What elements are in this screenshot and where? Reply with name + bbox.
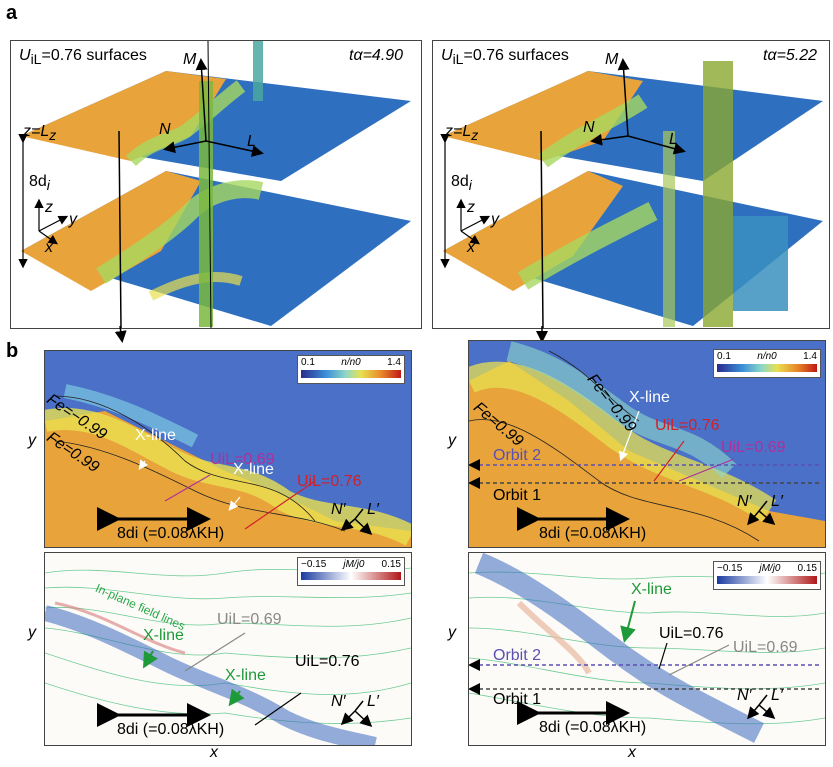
uil-076-label: UiL=0.76 bbox=[655, 417, 720, 434]
axis-y-label: y bbox=[448, 432, 456, 449]
surfaces-render-right bbox=[440, 58, 823, 328]
surfaces-title: UiL=0.76 surfaces bbox=[441, 47, 569, 68]
z-level-label: z=Lz bbox=[445, 123, 479, 144]
scale-label: 8di (=0.08λKH) bbox=[539, 525, 647, 542]
colorbar-density: 0.1 n/n0 1.4 bbox=[713, 349, 821, 378]
orbit-1-label: Orbit 1 bbox=[493, 487, 542, 504]
uil-076-label: UiL=0.76 bbox=[659, 625, 724, 642]
axis-z-label: z bbox=[467, 199, 475, 216]
uil-069-label: UiL=0.69 bbox=[733, 639, 798, 656]
axis-n-label: N bbox=[583, 119, 595, 136]
axis-x-label: x bbox=[467, 239, 475, 256]
axis-y-label: y bbox=[491, 211, 499, 228]
axis-x-label: x bbox=[210, 744, 218, 761]
axis-l-label: L bbox=[247, 133, 256, 150]
axis-x-label: x bbox=[628, 744, 636, 761]
lprime-label: L′ bbox=[367, 501, 379, 518]
lprime-label: L′ bbox=[367, 693, 379, 710]
colorbar-current: −0.15 jM/j0 0.15 bbox=[297, 557, 405, 586]
axis-y-label: y bbox=[28, 624, 36, 641]
axis-m-label: M bbox=[183, 51, 197, 68]
orbit-2-label: Orbit 2 bbox=[493, 447, 542, 464]
lprime-label: L′ bbox=[771, 493, 783, 510]
nprime-label: N′ bbox=[737, 493, 752, 510]
current-map-left: −0.15 jM/j0 0.15 In-plane field lines X-li… bbox=[44, 552, 412, 746]
nprime-label: N′ bbox=[331, 693, 346, 710]
uil-069-label: UiL=0.69 bbox=[210, 451, 275, 468]
eight-di-label: 8di bbox=[451, 173, 472, 194]
panel-a-right: UiL=0.76 surfaces tα=5.22 z=Lz 8di z y x… bbox=[432, 40, 830, 329]
uil-076-label: UiL=0.76 bbox=[295, 653, 360, 670]
uil-076-label: UiL=0.76 bbox=[297, 473, 362, 490]
density-map-left: 0.1 n/n0 1.4 Fe=−0.99 Fe=0.99 X-line X-lin… bbox=[44, 350, 412, 548]
colorbar-current: −0.15 jM/j0 0.15 bbox=[713, 561, 821, 590]
surfaces-title: UiL=0.76 surfaces bbox=[19, 47, 147, 68]
scale-label: 8di (=0.08λKH) bbox=[117, 721, 225, 738]
axis-y-label: y bbox=[28, 432, 36, 449]
nprime-label: N′ bbox=[331, 501, 346, 518]
xline-label: X-line bbox=[143, 627, 184, 644]
time-label: tα=5.22 bbox=[763, 47, 818, 64]
axis-y-label: y bbox=[69, 211, 77, 228]
panel-letter-b: b bbox=[6, 340, 19, 362]
eight-di-label: 8di bbox=[29, 173, 50, 194]
xline-label: X-line bbox=[225, 667, 266, 684]
xline-label: X-line bbox=[629, 389, 670, 406]
surfaces-render-left bbox=[18, 41, 411, 328]
xline-label: X-line bbox=[135, 427, 176, 444]
orbit-2-label: Orbit 2 bbox=[493, 647, 542, 664]
time-label: tα=4.90 bbox=[349, 47, 404, 64]
panel-a-left: UiL=0.76 surfaces tα=4.90 z=Lz 8di z y x… bbox=[10, 40, 422, 329]
colorbar-density: 0.1 n/n0 1.4 bbox=[297, 355, 405, 384]
uil-069-label: UiL=0.69 bbox=[721, 439, 786, 456]
scale-label: 8di (=0.08λKH) bbox=[539, 719, 647, 736]
axis-y-label: y bbox=[448, 624, 456, 641]
axis-m-label: M bbox=[605, 51, 619, 68]
axis-z-label: z bbox=[45, 199, 53, 216]
z-level-label: z=Lz bbox=[23, 123, 57, 144]
axis-x-label: x bbox=[45, 239, 53, 256]
xline-label: X-line bbox=[631, 581, 672, 598]
orbit-1-label: Orbit 1 bbox=[493, 691, 542, 708]
panel-letter-a: a bbox=[6, 2, 18, 24]
xline-label: X-line bbox=[233, 461, 274, 478]
current-map-right: −0.15 jM/j0 0.15 X-line UiL=0.76 UiL=0.69 … bbox=[468, 552, 826, 746]
nprime-label: N′ bbox=[737, 687, 752, 704]
axis-n-label: N bbox=[159, 121, 171, 138]
scale-label: 8di (=0.08λKH) bbox=[117, 525, 225, 542]
density-map-right: 0.1 n/n0 1.4 Fe=−0.99 Fe=0.99 X-line UiL=0… bbox=[468, 340, 826, 548]
lprime-label: L′ bbox=[771, 687, 783, 704]
uil-069-label: UiL=0.69 bbox=[217, 611, 282, 628]
axis-l-label: L bbox=[669, 131, 678, 148]
